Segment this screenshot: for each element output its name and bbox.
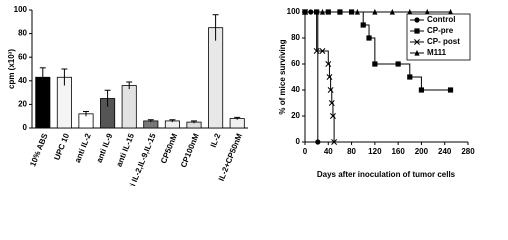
x-tick-label: 240 <box>438 147 452 156</box>
marker <box>395 61 401 67</box>
marker <box>424 8 430 15</box>
x-tick-label: 80 <box>347 147 356 156</box>
marker <box>414 49 420 56</box>
legend-label: Control <box>427 15 455 24</box>
marker <box>447 87 454 93</box>
y-tick-label: 40 <box>291 85 300 94</box>
x-tick-label: 200 <box>415 147 429 156</box>
marker <box>331 139 338 145</box>
marker <box>328 100 335 106</box>
x-tick-label: 40 <box>324 147 333 156</box>
y-tick-label: 80 <box>18 29 27 38</box>
x-tick-label: IL-2 <box>209 132 223 149</box>
marker <box>315 139 321 145</box>
figure: cpm (x10³) % of mice surviving Days afte… <box>7 5 475 186</box>
x-tick-label: 0 <box>303 147 308 156</box>
marker <box>372 8 378 15</box>
marker <box>327 87 334 93</box>
y-tick-label: 60 <box>291 59 300 68</box>
marker <box>329 113 336 119</box>
legend-label: M111 <box>427 48 447 57</box>
marker <box>407 74 413 80</box>
marker <box>414 39 420 45</box>
marker <box>325 61 332 67</box>
x-tick-label: CP100nM <box>179 132 201 169</box>
y-tick-label: 40 <box>18 76 27 85</box>
marker <box>389 8 395 15</box>
y-axis-label: cpm (x10³) <box>7 49 16 89</box>
x-axis-label: Days after inoculation of tumor cells <box>317 170 456 179</box>
y-tick-label: 100 <box>287 7 301 16</box>
y-tick-label: 0 <box>23 123 28 132</box>
y-tick-label: 100 <box>14 5 28 14</box>
marker <box>447 8 454 15</box>
x-tick-label: 280 <box>461 147 475 156</box>
marker <box>354 8 360 15</box>
bar <box>121 85 137 129</box>
y-axis-label: % of mice surviving <box>278 39 287 114</box>
x-tick-label: anti IL-2 <box>73 132 93 164</box>
legend-label: CP- post <box>427 37 460 46</box>
x-tick-label: anti IL-15 <box>115 132 137 168</box>
marker <box>319 48 326 54</box>
marker <box>326 74 333 80</box>
x-tick-label: 120 <box>368 147 382 156</box>
y-tick-label: 20 <box>291 111 300 120</box>
marker <box>366 35 372 41</box>
x-tick-label: UPC 10 <box>52 132 71 162</box>
bar <box>229 118 245 129</box>
x-tick-label: CP50nM <box>159 132 179 165</box>
bar <box>208 27 224 129</box>
marker <box>418 87 425 93</box>
y-tick-label: 80 <box>291 33 300 42</box>
y-tick-label: 60 <box>18 52 27 61</box>
marker <box>372 61 378 67</box>
y-tick-label: 20 <box>18 100 27 109</box>
x-tick-label: 10% ABS <box>28 132 50 168</box>
x-tick-label: 160 <box>391 147 405 156</box>
marker <box>414 28 420 34</box>
marker <box>407 8 413 15</box>
legend-label: CP-pre <box>427 26 454 35</box>
marker <box>337 8 343 15</box>
marker <box>360 22 366 28</box>
series-line <box>305 11 319 142</box>
marker <box>414 17 420 23</box>
x-tick-label: IL-2+CP50nM <box>217 132 244 182</box>
y-tick-label: 0 <box>296 137 301 146</box>
x-tick-label: anti IL-9 <box>95 132 115 164</box>
marker <box>302 8 308 15</box>
marker <box>313 48 320 54</box>
marker <box>319 8 326 15</box>
